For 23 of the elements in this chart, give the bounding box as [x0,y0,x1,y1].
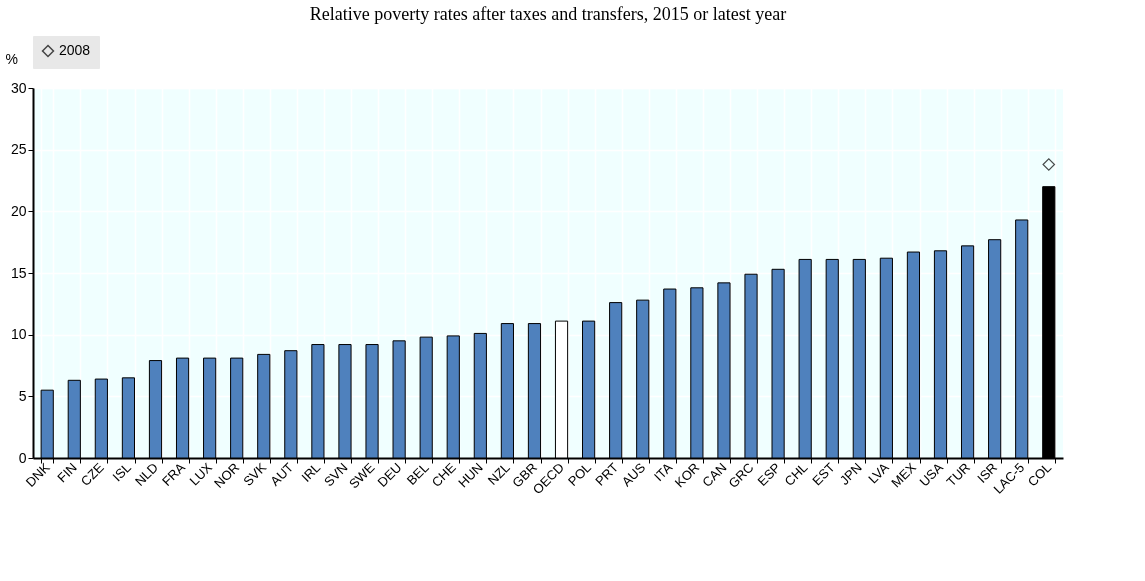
y-axis-title: % [5,50,18,67]
x-tick-label: ISL [109,459,134,485]
x-tick-label: CZE [77,459,108,489]
y-tick-label: 15 [10,264,27,281]
x-tick-label: POL [565,459,595,489]
chart-title: Relative poverty rates after taxes and transfers, 2015 or latest year [309,3,787,24]
x-tick-label: BEL [403,459,432,488]
x-tick-label: IRL [298,459,324,485]
x-tick-label: NZL [484,459,513,488]
x-tick-label: NLD [131,459,161,489]
x-tick-label: COL [1024,459,1055,490]
y-tick-label: 5 [18,387,27,404]
y-tick-label: 10 [10,326,27,343]
x-tick-label: FRA [159,459,189,489]
y-tick-label: 0 [18,449,27,466]
x-tick-label: ITA [651,459,676,485]
x-tick-label: CHL [781,459,811,489]
y-tick-label: 30 [10,79,27,96]
x-tick-label: FIN [54,459,80,486]
legend-label: 2008 [59,42,91,58]
x-tick-label: JPN [836,459,865,488]
y-tick-label: 25 [10,141,27,158]
y-tick-label: 20 [10,202,27,219]
